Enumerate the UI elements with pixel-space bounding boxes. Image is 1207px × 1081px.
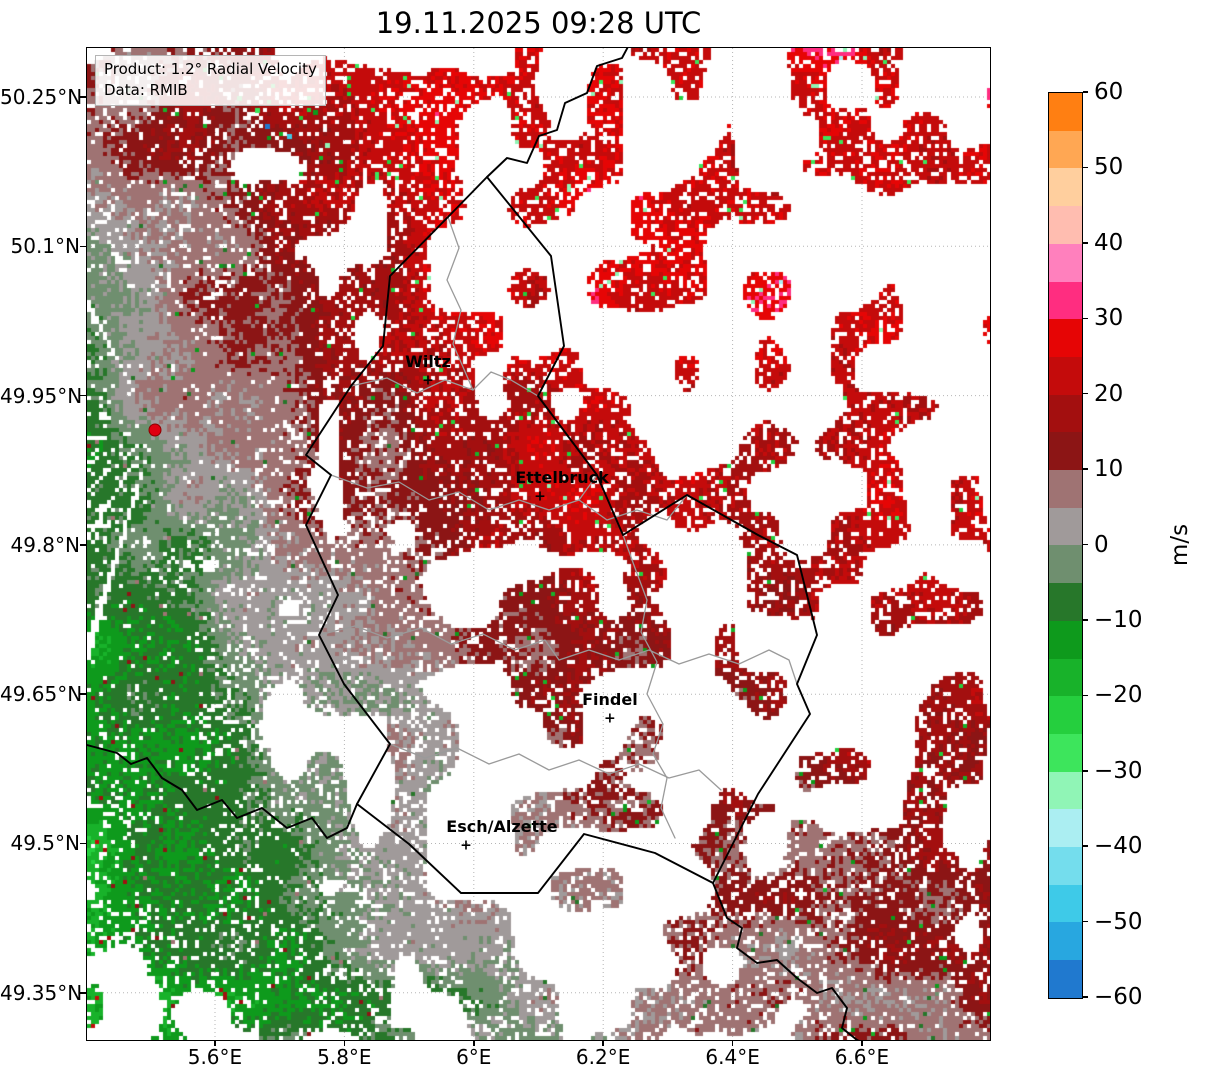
map-borders [87, 48, 860, 1040]
colorbar-tick-label: 60 [1094, 79, 1124, 105]
colorbar-tick-mark [1083, 392, 1088, 395]
figure-title: 19.11.2025 09:28 UTC [375, 6, 702, 40]
colorbar-tick-label: 40 [1094, 229, 1124, 256]
x-axis-tick-mark [861, 1040, 863, 1046]
colorbar-tick-label: −40 [1094, 833, 1143, 860]
luxembourg-border [305, 176, 818, 894]
product-label: Product: 1.2° Radial Velocity [104, 60, 317, 78]
colorbar-segment [1049, 394, 1082, 433]
colorbar-segment [1049, 507, 1082, 546]
colorbar-segment [1049, 847, 1082, 885]
x-axis-tick-label: 5.8°E [317, 1045, 372, 1069]
colorbar [1048, 92, 1083, 999]
colorbar-segment [1049, 432, 1082, 471]
colorbar-tick-mark [1083, 694, 1088, 697]
district-border [350, 371, 539, 397]
y-axis-tick-mark [80, 693, 86, 695]
product-info-box: Product: 1.2° Radial Velocity Data: RMIB [95, 55, 326, 106]
country-border [486, 48, 629, 178]
x-axis-tick-mark [731, 1040, 734, 1046]
colorbar-segment [1049, 93, 1082, 131]
colorbar-tick-mark [1083, 468, 1088, 470]
colorbar-tick-mark [1083, 845, 1088, 847]
colorbar-tick-mark [1083, 91, 1088, 93]
x-axis-tick-mark [473, 1040, 475, 1046]
y-axis-tick-label: 49.5°N [10, 831, 81, 856]
y-axis-tick-label: 49.95°N [0, 383, 83, 408]
y-axis-tick-mark [80, 992, 86, 994]
x-axis-tick-mark [343, 1040, 346, 1046]
district-border [330, 474, 598, 511]
colorbar-segment [1049, 130, 1082, 169]
y-axis-tick-mark [80, 842, 86, 845]
district-border [389, 743, 722, 791]
y-axis-tick-label: 50.25°N [0, 85, 83, 109]
y-axis-tick-label: 50.1°N [10, 234, 81, 259]
y-axis-tick-label: 49.65°N [0, 682, 83, 707]
x-axis-tick-label: 6.4°E [705, 1045, 760, 1069]
colorbar-segment [1049, 356, 1082, 395]
colorbar-segment [1049, 583, 1082, 621]
radar-velocity-field [87, 48, 990, 1040]
colorbar-tick-label: −60 [1094, 984, 1143, 1010]
country-border [87, 744, 358, 839]
colorbar-tick-label: −20 [1094, 682, 1143, 709]
colorbar-tick-label: 0 [1094, 531, 1109, 558]
colorbar-unit-label: m/s [1167, 523, 1193, 567]
x-axis-tick-label: 6.6°E [834, 1045, 890, 1069]
y-axis-tick-label: 49.35°N [0, 980, 83, 1005]
colorbar-segment [1049, 168, 1082, 207]
district-border [446, 216, 474, 391]
colorbar-tick-mark [1083, 543, 1088, 546]
colorbar-segment [1049, 733, 1082, 772]
colorbar-segment [1049, 922, 1082, 961]
colorbar-tick-mark [1083, 317, 1088, 319]
country-border [712, 882, 860, 1040]
district-border [622, 534, 676, 839]
colorbar-tick-label: −30 [1094, 757, 1143, 784]
colorbar-tick-mark [1083, 166, 1088, 169]
y-axis-tick-mark [80, 394, 86, 397]
colorbar-segment [1049, 960, 1082, 998]
colorbar-tick-label: 20 [1094, 380, 1124, 407]
colorbar-tick-label: 30 [1094, 305, 1124, 332]
y-axis-tick-mark [80, 245, 86, 248]
y-axis-tick-mark [80, 96, 86, 98]
y-axis-tick-label: 49.8°N [10, 532, 81, 557]
colorbar-segment [1049, 470, 1082, 508]
y-axis-tick-mark [80, 544, 86, 546]
colorbar-tick-label: −50 [1094, 908, 1143, 935]
colorbar-tick-label: 50 [1094, 154, 1124, 181]
colorbar-segment [1049, 658, 1082, 697]
colorbar-tick-label: 10 [1094, 456, 1124, 483]
data-source-label: Data: RMIB [104, 81, 188, 99]
x-axis-tick-label: 6°E [456, 1045, 492, 1069]
x-axis-tick-label: 6.2°E [575, 1045, 631, 1069]
district-border [318, 625, 798, 685]
colorbar-segment [1049, 696, 1082, 734]
colorbar-segment [1049, 884, 1082, 923]
district-border [578, 494, 688, 521]
colorbar-segment [1049, 771, 1082, 810]
colorbar-segment [1049, 206, 1082, 244]
x-axis-tick-mark [602, 1040, 604, 1046]
colorbar-tick-mark [1083, 920, 1088, 923]
colorbar-tick-label: −10 [1094, 606, 1143, 633]
x-axis-tick-mark [214, 1040, 216, 1046]
colorbar-tick-mark [1083, 996, 1088, 998]
x-axis-tick-label: 5.6°E [187, 1045, 243, 1069]
colorbar-segment [1049, 620, 1082, 659]
colorbar-segment [1049, 243, 1082, 282]
colorbar-segment [1049, 809, 1082, 848]
colorbar-tick-mark [1083, 242, 1088, 244]
colorbar-segment [1049, 545, 1082, 584]
colorbar-segment [1049, 281, 1082, 320]
colorbar-segment [1049, 319, 1082, 357]
colorbar-tick-mark [1083, 770, 1088, 772]
colorbar-tick-mark [1083, 619, 1088, 621]
